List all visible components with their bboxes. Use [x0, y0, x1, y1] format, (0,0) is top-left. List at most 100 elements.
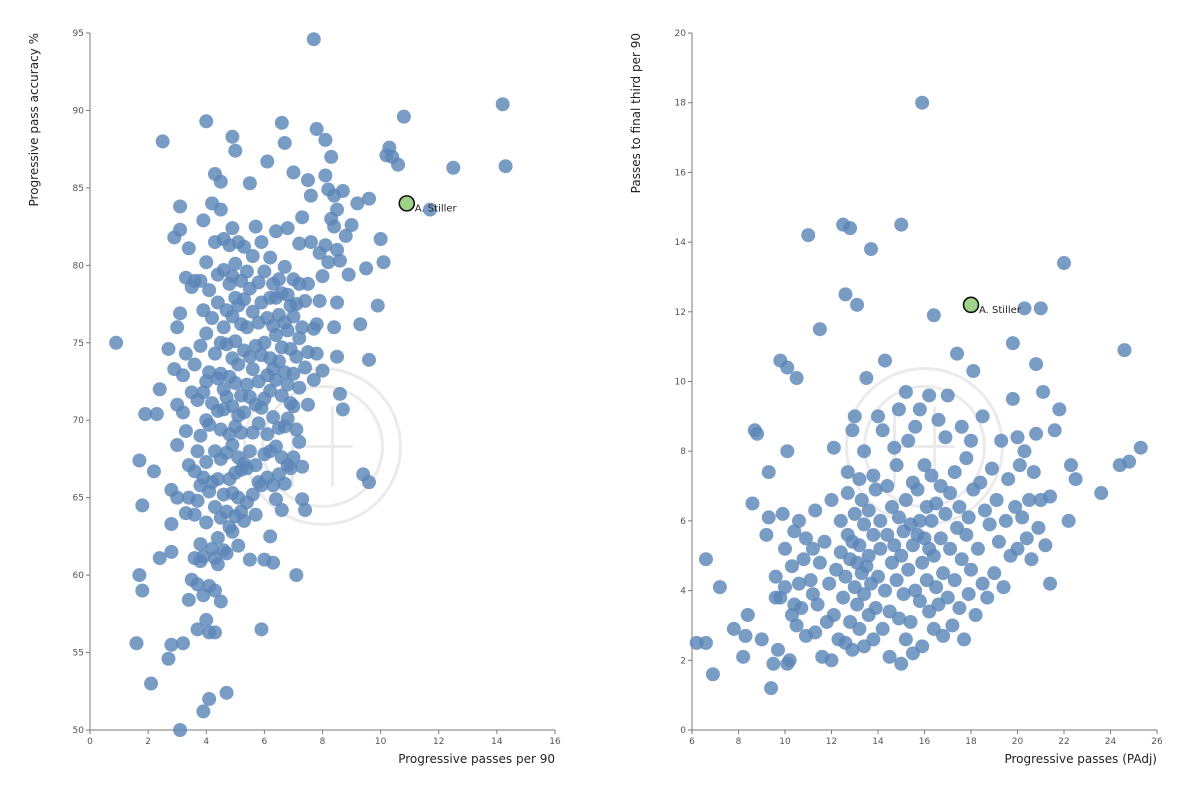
scatter-point	[852, 538, 867, 553]
scatter-point	[970, 541, 985, 556]
scatter-point	[882, 649, 897, 664]
scatter-point	[280, 221, 295, 236]
x-tick-label: 8	[736, 737, 742, 747]
scatter-point	[898, 492, 913, 507]
scatter-point	[266, 410, 281, 425]
y-tick-label: 14	[675, 238, 687, 248]
scatter-point	[1010, 541, 1025, 556]
scatter-point	[877, 353, 892, 368]
scatter-point	[861, 548, 876, 563]
scatter-point	[164, 637, 179, 652]
scatter-point	[155, 134, 170, 149]
scatter-point	[231, 357, 246, 372]
scatter-point	[228, 376, 243, 391]
scatter-point	[173, 199, 188, 214]
scatter-point	[898, 632, 913, 647]
scatter-point	[292, 434, 307, 449]
scatter-point	[269, 328, 283, 343]
scatter-point	[875, 621, 890, 636]
scatter-point	[966, 364, 981, 379]
scatter-point	[274, 503, 289, 518]
scatter-point	[826, 607, 841, 622]
scatter-point	[975, 409, 990, 424]
highlight-label: A. Stiller	[979, 305, 1022, 316]
scatter-point	[213, 594, 228, 609]
scatter-point	[202, 417, 217, 432]
scatter-point	[968, 607, 983, 622]
x-tick-label: 22	[1058, 737, 1069, 747]
scatter-point	[843, 221, 858, 236]
scatter-point	[298, 360, 313, 375]
scatter-point	[938, 506, 953, 521]
scatter-point	[207, 625, 222, 640]
scatter-point	[833, 513, 848, 528]
scatter-point	[866, 632, 881, 647]
scatter-point	[852, 621, 867, 636]
scatter-point	[1029, 357, 1044, 372]
scatter-point	[933, 531, 948, 546]
scatter-point	[982, 517, 997, 532]
scatter-point	[705, 667, 720, 682]
scatter-point	[199, 455, 214, 470]
scatter-point	[271, 272, 286, 287]
scatter-point	[234, 425, 249, 440]
scatter-point	[237, 513, 252, 528]
scatter-point	[318, 238, 333, 253]
y-tick-label: 75	[73, 339, 84, 349]
scatter-point	[181, 592, 196, 607]
scatter-point	[789, 618, 804, 633]
y-tick-label: 60	[73, 571, 85, 581]
scatter-point	[803, 573, 818, 588]
scatter-point	[1094, 486, 1109, 501]
y-tick-label: 2	[680, 656, 686, 666]
scatter-point	[286, 450, 301, 465]
scatter-point	[225, 221, 240, 236]
scatter-point	[266, 478, 281, 493]
scatter-point	[1017, 444, 1032, 459]
scatter-point	[210, 557, 225, 572]
scatter-point	[248, 219, 263, 234]
y-tick-label: 18	[675, 99, 687, 109]
scatter-point	[187, 507, 202, 522]
scatter-point	[847, 409, 862, 424]
scatter-point	[376, 255, 391, 270]
scatter-point	[1043, 576, 1058, 591]
scatter-point	[274, 115, 289, 130]
scatter-point	[446, 160, 461, 175]
scatter-point	[964, 562, 978, 577]
scatter-point	[269, 224, 283, 239]
scatter-point	[309, 317, 324, 332]
scatter-point	[306, 32, 321, 47]
scatter-point	[698, 552, 713, 567]
scatter-point	[300, 397, 315, 412]
x-tick-label: 24	[1105, 737, 1117, 747]
scatter-point	[936, 628, 951, 643]
scatter-point	[173, 222, 188, 237]
scatter-point	[1033, 301, 1048, 316]
scatter-point	[940, 590, 955, 605]
scatter-point	[228, 334, 243, 349]
scatter-point	[219, 546, 234, 561]
scatter-point	[922, 388, 937, 403]
scatter-point	[327, 219, 342, 234]
scatter-point	[196, 385, 211, 400]
scatter-point	[254, 235, 269, 250]
scatter-point	[891, 611, 906, 626]
x-tick-label: 12	[826, 737, 837, 747]
scatter-point	[193, 273, 208, 288]
scatter-point	[495, 97, 510, 112]
scatter-point	[321, 255, 336, 270]
scatter-point	[994, 433, 1009, 448]
scatter-point	[998, 513, 1013, 528]
scatter-point	[784, 559, 799, 574]
scatter-point	[959, 451, 974, 466]
scatter-point	[300, 173, 315, 188]
scatter-point	[773, 590, 788, 605]
scatter-point	[817, 534, 832, 549]
scatter-point	[1015, 510, 1030, 525]
scatter-point	[289, 349, 304, 364]
scatter-point	[1068, 472, 1083, 487]
scatter-point	[239, 320, 254, 335]
scatter-point	[787, 524, 802, 539]
scatter-point	[1029, 426, 1044, 441]
